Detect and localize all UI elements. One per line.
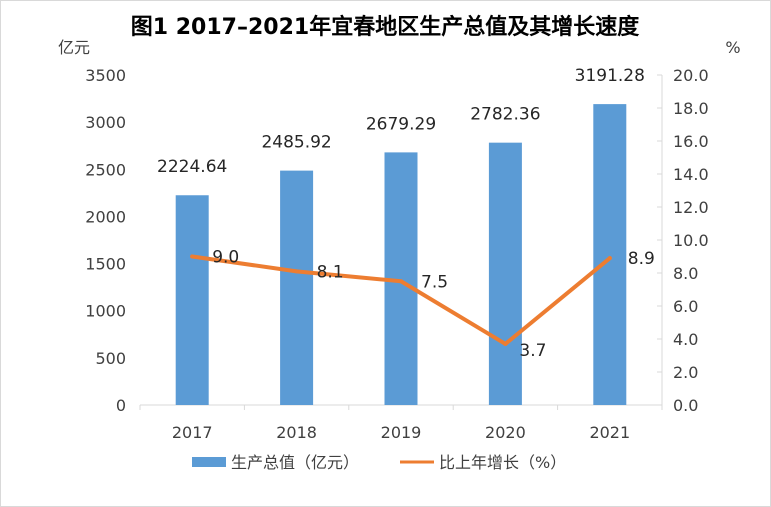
bar-data-label: 3191.28 [575,66,645,86]
right-tick-label: 18.0 [673,99,709,118]
bar-data-label: 2679.29 [366,114,436,134]
right-tick-label: 4.0 [673,330,698,349]
line-point [607,256,612,261]
left-tick-label: 3000 [85,113,126,132]
right-tick-label: 10.0 [673,231,709,250]
category-ticks: 2017 2018 2019 2020 2021 [172,423,630,442]
right-tick-label: 8.0 [673,264,698,283]
category-label: 2018 [276,423,317,442]
left-axis-unit: 亿元 [58,38,90,57]
legend: 生产总值（亿元） 比上年增长（%） [192,453,566,472]
right-tick-label: 2.0 [673,363,698,382]
bar-data-label: 2224.64 [157,157,227,177]
category-label: 2020 [485,423,526,442]
category-label: 2021 [589,423,630,442]
category-label: 2019 [381,423,422,442]
line-data-label: 7.5 [421,272,448,292]
line-point [190,254,195,259]
bar-data-labels: 2224.64 2485.92 2679.29 2782.36 3191.28 [157,66,645,177]
legend-bar-label: 生产总值（亿元） [231,453,359,472]
right-tick-label: 20.0 [673,66,709,85]
right-axis-unit: % [725,38,740,57]
line-series [190,254,612,346]
right-tick-label: 16.0 [673,132,709,151]
bar-series [175,104,627,406]
bar [488,142,522,405]
left-tick-label: 500 [95,349,126,368]
left-tick-label: 2000 [85,207,126,226]
bar-data-label: 2485.92 [261,133,331,153]
right-tick-label: 12.0 [673,198,709,217]
line-point [294,269,299,274]
bar [175,195,209,405]
right-tick-label: 0.0 [673,396,698,415]
left-tick-label: 1000 [85,302,126,321]
left-tick-label: 0 [116,396,126,415]
line-data-label: 8.9 [628,249,655,269]
line-data-label: 9.0 [212,248,239,268]
bar [593,104,627,406]
right-tick-label: 6.0 [673,297,698,316]
left-tick-label: 1500 [85,255,126,274]
bar [280,170,314,405]
category-label: 2017 [172,423,213,442]
bar-data-label: 2782.36 [470,105,540,125]
right-tick-label: 14.0 [673,165,709,184]
right-axis-ticks: 0.0 2.0 4.0 6.0 8.0 10.0 12.0 14.0 16.0 18.0 20.0 [657,66,709,415]
left-axis-ticks: 0 500 1000 1500 2000 2500 3000 3500 [85,66,126,415]
left-tick-label: 3500 [85,66,126,85]
left-tick-label: 2500 [85,160,126,179]
line-point [503,341,508,346]
legend-line-label: 比上年增长（%） [439,453,566,472]
line-point [399,279,403,284]
line-data-labels: 9.0 8.1 7.5 3.7 8.9 [212,248,655,361]
line-data-label: 8.1 [317,262,344,282]
line-data-label: 3.7 [519,341,546,361]
legend-bar-swatch [192,457,226,467]
chart-title: 图1 2017–2021年宜春地区生产总值及其增长速度 [131,14,640,40]
